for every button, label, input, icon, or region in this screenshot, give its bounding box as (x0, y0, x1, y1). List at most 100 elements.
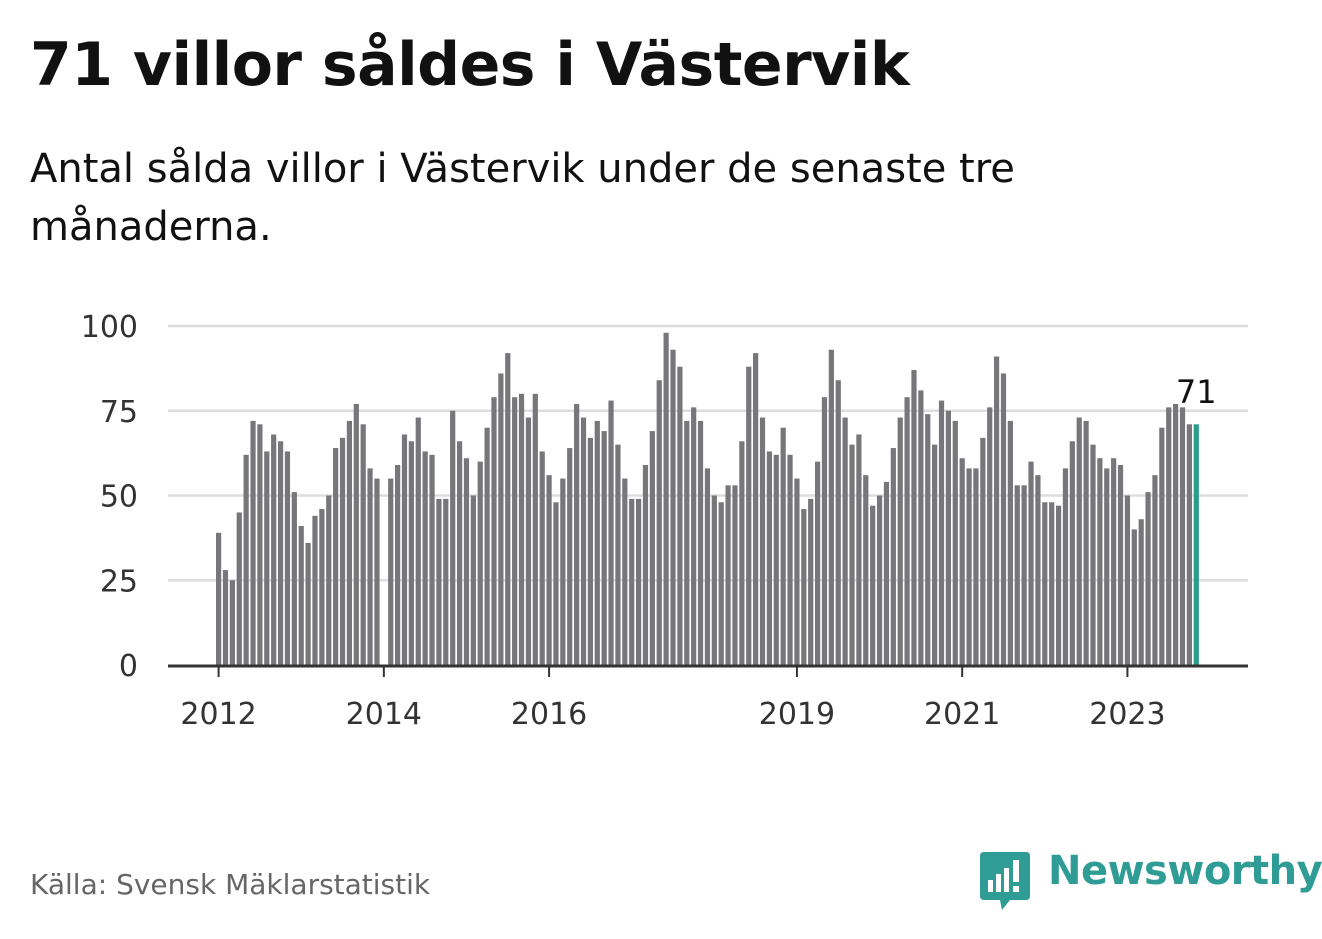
bar (284, 451, 291, 665)
bar (1097, 458, 1103, 665)
bar (642, 464, 649, 665)
bar (456, 441, 463, 665)
newsworthy-logo-icon (980, 852, 1030, 910)
bar (1021, 485, 1027, 665)
bar (567, 448, 573, 665)
bar (704, 468, 711, 665)
bar (546, 475, 552, 665)
bar (333, 448, 339, 665)
bar (1117, 464, 1124, 665)
bar (401, 434, 408, 665)
bar (622, 478, 628, 665)
bar (1138, 519, 1144, 665)
bar (966, 468, 972, 665)
bar (395, 464, 401, 665)
bar (319, 509, 325, 665)
bar (945, 410, 952, 665)
bar (973, 468, 979, 665)
bar (1173, 403, 1179, 665)
bar (1179, 407, 1186, 665)
bar (1145, 492, 1151, 665)
y-tick-label: 0 (119, 649, 138, 684)
bar (505, 353, 511, 665)
bar (697, 420, 704, 665)
x-tick-label: 2023 (1089, 697, 1165, 732)
bar (1069, 441, 1075, 665)
bar (808, 498, 814, 665)
bar (1166, 407, 1172, 665)
y-tick-label: 100 (81, 310, 138, 345)
bar (987, 407, 993, 665)
bar (759, 417, 766, 665)
bar (498, 373, 504, 665)
bar (415, 417, 421, 665)
bar (932, 444, 938, 665)
bar (794, 478, 800, 665)
x-tick-label: 2014 (346, 697, 422, 732)
bar (1049, 502, 1055, 665)
bar (463, 458, 470, 665)
bar (739, 441, 745, 665)
chart-title: 71 villor såldes i Västervik (30, 30, 910, 100)
bar (539, 451, 545, 665)
bar (477, 461, 483, 665)
bar (718, 502, 724, 665)
bar (635, 498, 642, 665)
bar (780, 427, 786, 665)
chart-subtitle: Antal sålda villor i Västervik under de … (30, 146, 1015, 250)
bar (512, 397, 518, 665)
bar (291, 492, 297, 665)
bar (1062, 468, 1069, 665)
bar (890, 448, 896, 665)
bar (222, 570, 229, 665)
bar (1104, 468, 1110, 665)
bar (360, 424, 366, 665)
x-tick-label: 2012 (180, 697, 256, 732)
bar (938, 400, 945, 665)
bar (1124, 495, 1131, 665)
bar (994, 356, 1000, 665)
bar (346, 420, 353, 665)
bar (298, 526, 304, 665)
bar (560, 478, 566, 665)
bar (787, 454, 793, 665)
bar (216, 532, 222, 665)
bar (1083, 420, 1089, 665)
bar (1007, 420, 1013, 665)
bar (980, 437, 986, 665)
bar (553, 502, 559, 665)
bar (897, 417, 903, 665)
bar-highlight (1193, 424, 1199, 665)
bar (670, 349, 676, 665)
bar (1159, 427, 1165, 665)
bar (443, 498, 449, 665)
bar (525, 417, 532, 665)
bar (911, 370, 917, 665)
bar (271, 434, 277, 665)
bar (422, 451, 428, 665)
bar (587, 437, 593, 665)
bar (828, 349, 834, 665)
bars (216, 332, 1199, 665)
bar (574, 403, 580, 665)
bar (952, 420, 958, 665)
bar (842, 417, 848, 665)
bar (1090, 444, 1096, 665)
bar (615, 444, 621, 665)
bar (904, 397, 910, 665)
last-value-label: 71 (1176, 373, 1217, 411)
bar (649, 431, 655, 665)
bar (1076, 417, 1082, 665)
bar (601, 431, 607, 665)
x-tick-label: 2021 (924, 697, 1000, 732)
bar (925, 414, 931, 665)
bar (326, 495, 332, 665)
bar (532, 393, 538, 665)
bar (1042, 502, 1048, 665)
y-tick-label: 75 (100, 395, 138, 430)
bar (821, 397, 828, 665)
bar (1111, 458, 1117, 665)
bar (367, 468, 373, 665)
bar (388, 478, 394, 665)
bar (691, 407, 697, 665)
